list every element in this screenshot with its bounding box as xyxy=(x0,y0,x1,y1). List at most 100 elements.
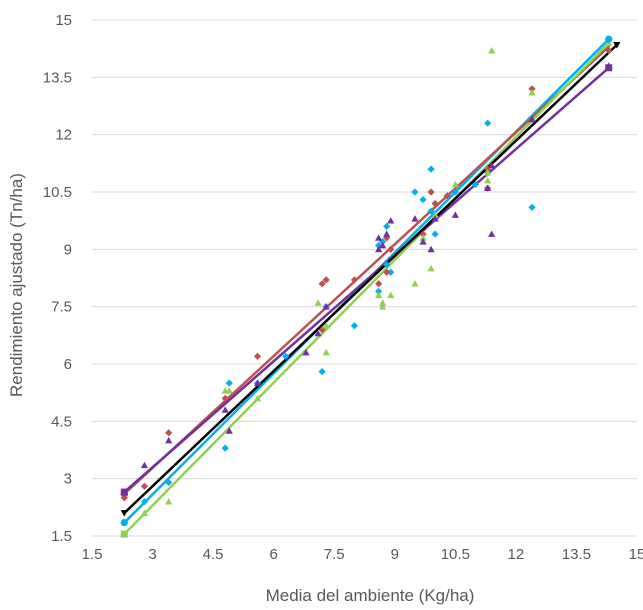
data-point-triangle xyxy=(484,184,492,192)
y-axis-ticks: 1.5 3 4.5 6 7.5 9 10.5 12 13.5 15 xyxy=(43,12,72,545)
x-tick-label: 9 xyxy=(391,546,399,563)
x-tick-label: 1.5 xyxy=(82,546,103,563)
y-tick-label: 6 xyxy=(64,356,72,373)
trend-line xyxy=(123,43,619,515)
data-point-diamond xyxy=(387,268,395,276)
x-tick-label: 7.5 xyxy=(324,546,345,563)
data-point-diamond xyxy=(443,192,451,200)
data-point-triangle xyxy=(379,299,387,306)
gridlines xyxy=(92,19,637,537)
data-point-diamond xyxy=(419,196,427,204)
data-point-triangle xyxy=(165,436,173,444)
data-points xyxy=(120,35,621,538)
data-point-triangle xyxy=(375,245,383,253)
data-point-triangle xyxy=(431,215,439,222)
line-end-square xyxy=(120,530,128,538)
y-tick-label: 4.5 xyxy=(51,413,72,430)
trend-lines xyxy=(123,37,619,536)
x-tick-label: 15 xyxy=(629,546,643,563)
data-point-triangle xyxy=(427,245,435,253)
y-tick-label: 10.5 xyxy=(43,184,72,201)
data-point-diamond xyxy=(225,379,233,387)
data-point-triangle xyxy=(302,348,310,356)
data-point-triangle xyxy=(387,217,395,224)
data-point-diamond xyxy=(375,287,383,295)
data-point-triangle xyxy=(419,238,427,245)
data-point-triangle xyxy=(375,291,383,299)
data-point-diamond xyxy=(322,276,330,284)
data-point-diamond xyxy=(431,230,439,238)
data-point-triangle xyxy=(253,379,262,386)
data-point-diamond xyxy=(253,352,262,360)
trend-line xyxy=(123,41,610,536)
data-point-triangle xyxy=(322,322,330,329)
data-point-diamond xyxy=(165,429,173,437)
data-point-diamond xyxy=(605,46,613,55)
data-point-triangle xyxy=(419,234,427,241)
x-tick-label: 3 xyxy=(148,546,156,563)
y-tick-label: 13.5 xyxy=(43,69,72,86)
data-point-diamond xyxy=(471,180,480,188)
line-end-square xyxy=(605,64,613,72)
data-point-diamond xyxy=(387,245,395,253)
data-point-triangle-down xyxy=(613,41,621,49)
data-point-diamond xyxy=(431,199,439,208)
data-point-triangle xyxy=(314,329,322,337)
x-axis-title: Media del ambiente (Kg/ha) xyxy=(266,586,475,605)
data-point-triangle xyxy=(225,387,233,394)
data-point-triangle xyxy=(140,509,149,516)
data-point-triangle xyxy=(484,176,492,184)
data-point-triangle xyxy=(451,180,459,188)
data-point-triangle xyxy=(379,241,387,249)
data-point-triangle xyxy=(411,280,419,287)
y-tick-label: 7.5 xyxy=(51,299,72,316)
data-point-triangle xyxy=(488,161,496,169)
y-tick-label: 1.5 xyxy=(51,528,72,545)
data-point-diamond xyxy=(318,280,326,288)
data-point-triangle-down xyxy=(120,510,128,517)
line-end-circle xyxy=(605,35,613,43)
data-point-triangle xyxy=(411,215,419,222)
y-tick-label: 3 xyxy=(64,471,72,488)
trend-line xyxy=(123,45,610,496)
trend-line xyxy=(123,66,610,494)
data-point-triangle xyxy=(140,461,149,469)
data-point-diamond xyxy=(375,280,383,288)
data-point-diamond xyxy=(221,394,229,402)
y-tick-label: 15 xyxy=(55,12,72,29)
data-point-diamond xyxy=(427,207,435,215)
data-point-diamond xyxy=(411,188,419,196)
y-tick-label: 12 xyxy=(55,127,72,144)
data-point-triangle xyxy=(379,303,387,310)
data-point-diamond xyxy=(350,322,359,330)
data-point-diamond xyxy=(528,203,536,211)
data-point-triangle xyxy=(221,406,229,413)
data-point-diamond xyxy=(140,498,149,506)
data-point-diamond xyxy=(318,326,326,334)
data-point-diamond xyxy=(383,222,391,230)
line-end-circle xyxy=(120,519,128,527)
y-axis-title: Rendimiento ajustado (Tn/ha) xyxy=(7,173,26,397)
data-point-diamond xyxy=(318,368,326,376)
x-tick-label: 6 xyxy=(269,546,277,563)
data-point-triangle xyxy=(528,89,536,96)
data-point-triangle xyxy=(528,115,536,123)
x-tick-label: 13.5 xyxy=(562,546,591,563)
data-point-diamond xyxy=(383,234,391,242)
line-end-square xyxy=(120,488,128,496)
data-point-triangle xyxy=(322,303,330,310)
data-point-diamond xyxy=(282,352,290,360)
data-point-diamond xyxy=(484,119,492,127)
data-point-diamond xyxy=(528,85,536,93)
data-point-diamond xyxy=(165,478,173,487)
data-point-triangle xyxy=(314,299,322,306)
data-point-diamond xyxy=(140,482,149,490)
data-point-triangle xyxy=(165,498,173,505)
x-tick-label: 12 xyxy=(508,546,525,563)
data-point-triangle xyxy=(375,234,383,241)
data-point-triangle xyxy=(484,169,492,176)
data-point-triangle xyxy=(253,394,262,402)
data-point-diamond xyxy=(451,188,459,196)
data-point-diamond xyxy=(427,165,435,173)
